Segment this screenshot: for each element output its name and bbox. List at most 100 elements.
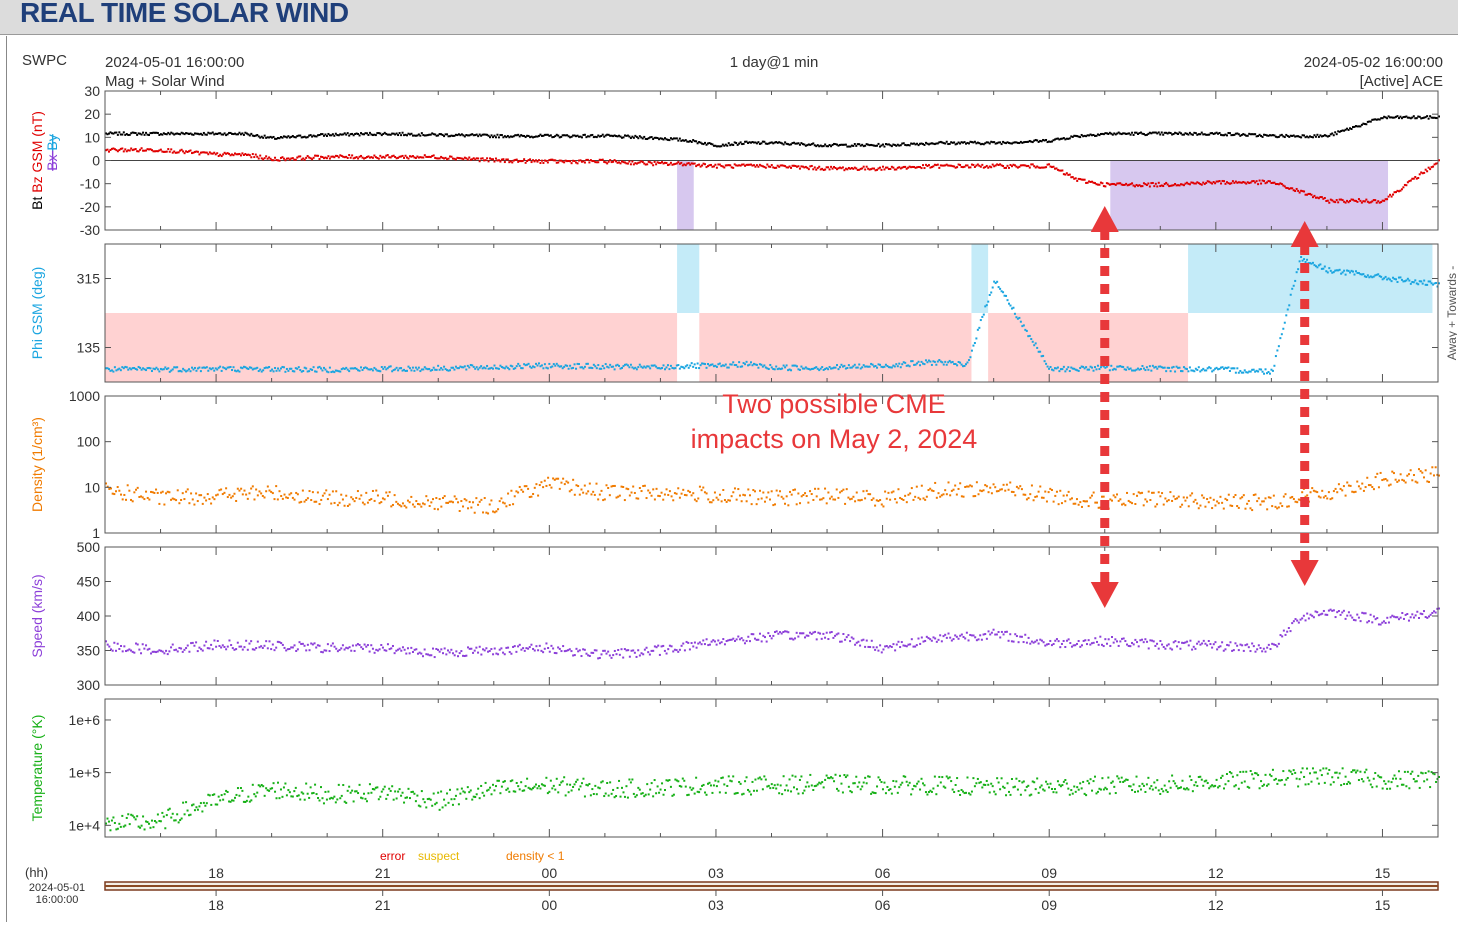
away-shading <box>988 313 1188 382</box>
data-point <box>781 496 783 498</box>
data-point <box>180 647 182 649</box>
data-point <box>766 164 768 166</box>
data-point <box>421 790 423 792</box>
y-tick-label: 20 <box>84 106 100 122</box>
data-point <box>689 648 691 650</box>
data-point <box>574 654 576 656</box>
data-point <box>302 643 304 645</box>
data-point <box>537 649 539 651</box>
data-point <box>379 155 381 157</box>
data-point <box>439 651 441 653</box>
data-point <box>449 651 451 653</box>
data-point <box>681 493 683 495</box>
data-point <box>1263 648 1265 650</box>
data-point <box>897 488 899 490</box>
data-point <box>1290 294 1292 296</box>
y-axis-label: Phi GSM (deg) <box>29 267 45 360</box>
data-point <box>541 364 543 366</box>
data-point <box>1014 633 1016 635</box>
data-point <box>665 162 667 164</box>
data-point <box>375 134 377 136</box>
data-point <box>439 498 441 500</box>
data-point <box>243 134 245 136</box>
data-point <box>992 286 994 288</box>
data-point <box>429 505 431 507</box>
data-point <box>452 501 454 503</box>
data-point <box>1411 479 1413 481</box>
data-point <box>969 166 971 168</box>
data-point <box>1263 373 1265 375</box>
data-point <box>929 361 931 363</box>
data-point <box>818 166 820 168</box>
data-point <box>1226 499 1228 501</box>
data-point <box>240 488 242 490</box>
data-point <box>436 369 438 371</box>
data-point <box>1219 132 1221 134</box>
data-point <box>873 168 875 170</box>
data-point <box>1206 498 1208 500</box>
data-point <box>1124 504 1126 506</box>
data-point <box>437 792 439 794</box>
data-point <box>701 165 703 167</box>
data-point <box>1148 647 1150 649</box>
data-point <box>1413 474 1415 476</box>
data-point <box>298 794 300 796</box>
data-point <box>148 134 150 136</box>
data-point <box>181 370 183 372</box>
data-point <box>545 485 547 487</box>
data-point <box>297 648 299 650</box>
data-point <box>445 804 447 806</box>
data-point <box>994 486 996 488</box>
data-point <box>287 789 289 791</box>
data-point <box>258 158 260 160</box>
data-point <box>500 497 502 499</box>
data-point <box>354 650 356 652</box>
data-point <box>161 812 163 814</box>
data-point <box>866 166 868 168</box>
data-point <box>190 150 192 152</box>
data-point <box>695 367 697 369</box>
data-point <box>260 492 262 494</box>
data-point <box>606 484 608 486</box>
data-point <box>446 133 448 135</box>
data-point <box>544 785 546 787</box>
data-point <box>1147 182 1149 184</box>
data-point <box>1174 371 1176 373</box>
data-point <box>1189 183 1191 185</box>
data-point <box>509 504 511 506</box>
data-point <box>362 648 364 650</box>
data-point <box>276 370 278 372</box>
data-point <box>1113 494 1115 496</box>
data-point <box>883 366 885 368</box>
data-point <box>582 778 584 780</box>
data-point <box>571 790 573 792</box>
data-point <box>1069 137 1071 139</box>
data-point <box>791 494 793 496</box>
data-point <box>1271 505 1273 507</box>
data-point <box>581 136 583 138</box>
data-point <box>185 801 187 803</box>
data-point <box>460 500 462 502</box>
data-point <box>807 502 809 504</box>
data-point <box>1345 202 1347 204</box>
data-point <box>1176 645 1178 647</box>
data-point <box>836 488 838 490</box>
data-point <box>651 136 653 138</box>
data-point <box>789 491 791 493</box>
data-point <box>305 499 307 501</box>
data-point <box>400 134 402 136</box>
data-point <box>457 655 459 657</box>
data-point <box>464 365 466 367</box>
data-point <box>1162 134 1164 136</box>
data-point <box>1088 639 1090 641</box>
data-point <box>397 369 399 371</box>
data-point <box>482 157 484 159</box>
data-point <box>854 143 856 145</box>
data-point <box>837 368 839 370</box>
data-point <box>622 657 624 659</box>
data-point <box>702 639 704 641</box>
data-point <box>1074 503 1076 505</box>
data-point <box>505 505 507 507</box>
data-point <box>869 646 871 648</box>
data-point <box>1258 644 1260 646</box>
